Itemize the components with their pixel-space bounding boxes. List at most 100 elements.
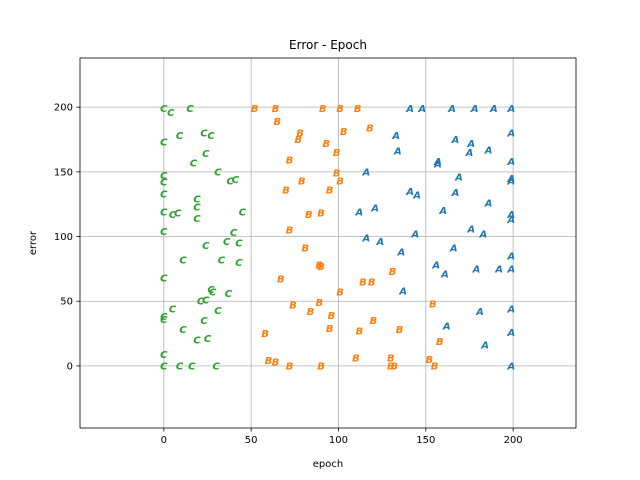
point-b: B bbox=[272, 358, 280, 369]
y-tick-label: 100 bbox=[54, 232, 73, 243]
point-c: C bbox=[188, 361, 196, 372]
plot-area bbox=[80, 58, 576, 428]
point-c: C bbox=[200, 129, 208, 140]
point-b: B bbox=[274, 117, 282, 128]
point-c: C bbox=[214, 167, 222, 178]
x-tick-label: 100 bbox=[329, 435, 348, 446]
point-c: C bbox=[193, 214, 201, 225]
point-c: C bbox=[235, 258, 243, 269]
y-tick-label: 150 bbox=[54, 167, 73, 178]
point-a: A bbox=[507, 328, 516, 339]
point-c: C bbox=[209, 288, 217, 299]
point-a: A bbox=[438, 206, 447, 217]
x-tick-label: 0 bbox=[161, 435, 167, 446]
point-b: B bbox=[425, 355, 433, 366]
point-c: C bbox=[202, 295, 210, 306]
point-a: A bbox=[472, 264, 481, 275]
point-a: A bbox=[449, 244, 458, 255]
point-a: A bbox=[393, 147, 402, 158]
point-a: A bbox=[475, 307, 484, 318]
point-a: A bbox=[479, 229, 488, 240]
point-a: A bbox=[391, 131, 400, 142]
y-tick-label: 50 bbox=[60, 297, 73, 308]
point-b: B bbox=[333, 169, 341, 180]
point-b: B bbox=[301, 244, 309, 255]
point-c: C bbox=[160, 207, 168, 218]
point-b: B bbox=[251, 104, 259, 115]
point-b: B bbox=[307, 307, 315, 318]
point-a: A bbox=[442, 321, 451, 332]
point-c: C bbox=[230, 228, 238, 239]
point-a: A bbox=[405, 104, 414, 115]
point-a: A bbox=[454, 173, 463, 184]
point-c: C bbox=[235, 239, 243, 250]
point-b: B bbox=[261, 329, 269, 340]
point-c: C bbox=[213, 361, 221, 372]
point-c: C bbox=[190, 158, 198, 169]
axis-ticks: 0 50 100 150 200 0 50 100 150 200 bbox=[54, 103, 523, 446]
point-b: B bbox=[352, 354, 360, 365]
point-a: A bbox=[470, 104, 479, 115]
point-a: A bbox=[507, 251, 516, 262]
point-c: C bbox=[214, 306, 222, 317]
point-b: B bbox=[429, 299, 437, 310]
point-b: B bbox=[387, 354, 395, 365]
point-c: C bbox=[169, 304, 177, 315]
point-b: B bbox=[354, 104, 362, 115]
point-a: A bbox=[507, 264, 516, 275]
y-axis-label: error bbox=[28, 230, 39, 255]
point-c: C bbox=[174, 209, 182, 220]
point-a: A bbox=[494, 264, 503, 275]
point-a: A bbox=[466, 139, 475, 150]
point-b: B bbox=[322, 139, 330, 150]
point-a: A bbox=[447, 104, 456, 115]
point-b: B bbox=[296, 129, 304, 140]
grid-lines bbox=[80, 58, 576, 428]
point-b: B bbox=[328, 311, 336, 322]
point-c: C bbox=[193, 195, 201, 206]
point-a: A bbox=[480, 341, 489, 352]
point-c: C bbox=[225, 289, 233, 300]
point-b: B bbox=[368, 277, 376, 288]
point-b: B bbox=[286, 361, 294, 372]
point-b: B bbox=[387, 361, 395, 372]
point-b: B bbox=[305, 210, 313, 221]
y-tick-label: 0 bbox=[67, 361, 73, 372]
point-b: B bbox=[359, 277, 367, 288]
point-c: C bbox=[227, 176, 235, 187]
point-a: A bbox=[451, 135, 460, 146]
point-c: C bbox=[223, 237, 231, 248]
point-a: A bbox=[362, 167, 371, 178]
point-a: A bbox=[355, 207, 364, 218]
point-b: B bbox=[317, 361, 325, 372]
point-c: C bbox=[197, 297, 205, 308]
point-b: B bbox=[326, 324, 334, 335]
point-c: C bbox=[160, 227, 168, 238]
x-tick-label: 150 bbox=[416, 435, 435, 446]
point-c: C bbox=[160, 138, 168, 149]
point-b: B bbox=[315, 260, 323, 271]
point-b: B bbox=[431, 361, 439, 372]
point-c: C bbox=[160, 171, 168, 182]
point-b: B bbox=[340, 127, 348, 138]
point-b: B bbox=[366, 123, 374, 134]
point-b: B bbox=[286, 226, 294, 237]
chart-title: Error - Epoch bbox=[289, 38, 367, 52]
point-a: A bbox=[433, 160, 442, 171]
point-c: C bbox=[218, 255, 226, 266]
x-tick-label: 200 bbox=[504, 435, 523, 446]
point-c: C bbox=[202, 149, 210, 160]
point-a: A bbox=[431, 260, 440, 271]
point-b: B bbox=[333, 148, 341, 159]
point-a: A bbox=[440, 270, 449, 281]
point-b: B bbox=[326, 185, 334, 196]
point-c: C bbox=[179, 255, 187, 266]
point-c: C bbox=[176, 131, 184, 142]
point-c: C bbox=[179, 325, 187, 336]
point-a: A bbox=[507, 174, 516, 185]
point-c: C bbox=[167, 108, 175, 119]
